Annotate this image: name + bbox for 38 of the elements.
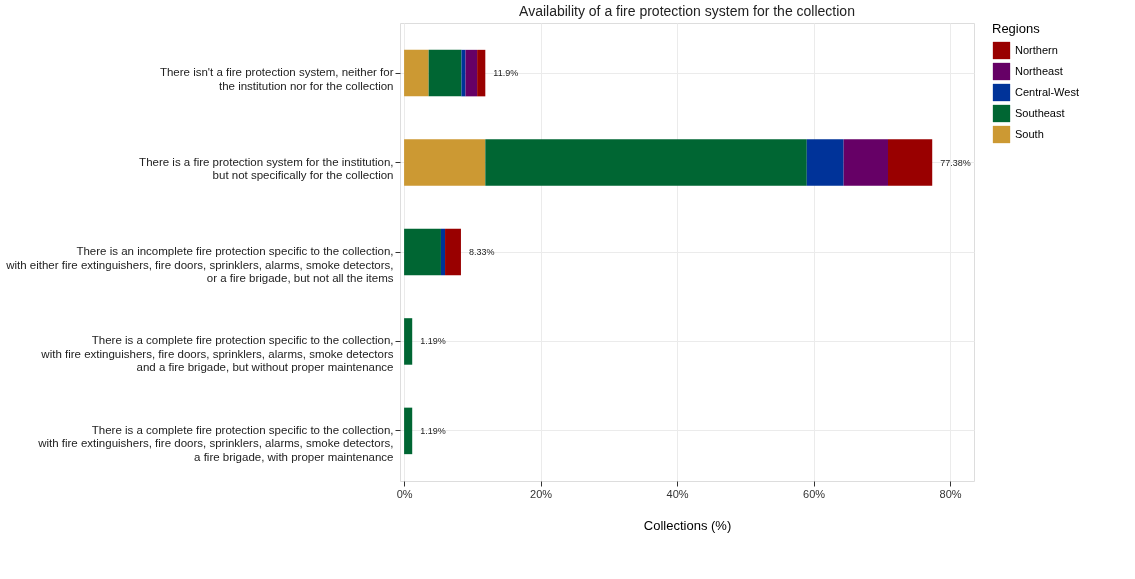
x-tick-label: 0% [396,487,413,500]
legend-label: Southeast [1015,106,1065,119]
x-tick-label: 80% [939,487,962,500]
bar [404,407,413,455]
legend-label: Northeast [1015,64,1063,77]
total-label: 1.19% [420,425,446,436]
y-tick-label: There isn't a fire protection system, neither for the institution nor for the collection [159,66,394,92]
y-tick-label: There is an incomplete fire protection specific to the collection, with either fire extinguishers, fire doors, sprinklers, alarms, smoke detectors, or a fire brigade, but not all the items [5,245,394,284]
total-label: 77.38% [940,157,971,168]
bar [404,228,441,276]
chart-title: Availability of a fire protection system for the collection [519,3,855,19]
bar [404,139,486,186]
bar [404,49,429,97]
y-tick-label: There is a complete fire protection specific to the collection, with fire extinguishers, fire doors, sprinklers, alarms, smoke detectors, a fire brigade, with proper maintenance [37,423,394,463]
total-label: 8.33% [468,247,495,257]
legend-label: Central-West [1015,85,1079,98]
y-tick-label: There is a fire protection system for the institution, but not specifically for the collection [139,155,394,182]
y-tick-label: There is a complete fire protection specific to the collection, with fire extinguishers, fire doors, sprinklers, alarms, smoke detectors and a fire brigade, but without proper maintenance [40,334,394,374]
bar [477,49,486,97]
bar [485,139,807,186]
bar [445,228,461,276]
total-label: 11.9% [493,68,519,79]
x-axis-title: Collections (%) [643,517,732,533]
legend-label: South [1015,127,1044,140]
bar [404,318,413,365]
bar [843,139,888,186]
legend-title: Regions [992,21,1041,36]
x-tick-label: 20% [530,487,553,500]
legend-label: Northern [1015,43,1058,56]
x-tick-label: 40% [666,487,689,500]
bar [440,228,446,276]
bar [461,49,466,97]
total-label: 1.19% [420,336,446,347]
x-tick-label: 60% [803,487,826,500]
bar [806,139,844,186]
bar [465,49,478,97]
bar [428,49,462,97]
bar [888,139,933,186]
